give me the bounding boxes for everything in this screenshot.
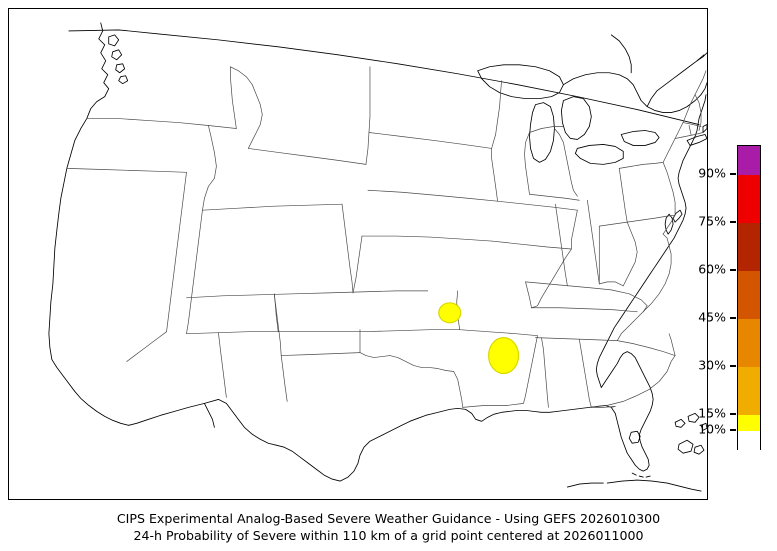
colorbar-tick-mark-60	[730, 269, 736, 271]
colorbar-band-white	[738, 431, 760, 451]
colorbar-tick-label-15: 15%	[698, 405, 726, 421]
colorbar-tick-mark-75	[730, 221, 736, 223]
colorbar-tick-label-60: 60%	[698, 261, 726, 277]
colorbar-band-dark-red	[738, 223, 760, 271]
probability-colorbar-group[interactable]: 90% 75% 60% 45% 30% 15% 10%	[698, 145, 761, 451]
coastline-and-national-borders	[48, 22, 707, 492]
colorbar-band-purple	[738, 146, 760, 175]
colorbar-tick-mark-45	[730, 317, 736, 319]
colorbar-band-orange	[738, 319, 760, 367]
colorbar-tick-mark-10	[730, 429, 736, 431]
colorbar-band-yellow	[738, 415, 760, 431]
probability-blob-arkansas-missouri	[438, 302, 462, 324]
probability-blob-mississippi	[488, 337, 520, 375]
colorbar-tick-mark-90	[730, 173, 736, 175]
us-map-svg	[48, 22, 707, 492]
colorbar-tick-mark-30	[730, 365, 736, 367]
colorbar-tick-label-10: 10%	[698, 421, 726, 437]
colorbar-tick-labels: 90% 75% 60% 45% 30% 15% 10%	[673, 145, 737, 450]
colorbar-tick-label-75: 75%	[698, 213, 726, 229]
state-boundaries	[66, 66, 707, 408]
probability-colorbar[interactable]	[737, 145, 761, 451]
colorbar-tick-mark-15	[730, 413, 736, 415]
caption-line-1: CIPS Experimental Analog-Based Severe We…	[116, 511, 661, 526]
caption-line-2: 24-h Probability of Severe within 110 km…	[133, 528, 644, 543]
colorbar-band-red	[738, 175, 760, 223]
colorbar-band-dark-orange	[738, 271, 760, 319]
map-panel[interactable]	[8, 8, 708, 500]
colorbar-tick-label-45: 45%	[698, 309, 726, 325]
colorbar-tick-label-90: 90%	[698, 165, 726, 181]
colorbar-band-amber	[738, 367, 760, 415]
figure-caption: CIPS Experimental Analog-Based Severe We…	[0, 510, 777, 544]
probability-contours	[438, 302, 520, 375]
colorbar-tick-label-30: 30%	[698, 357, 726, 373]
